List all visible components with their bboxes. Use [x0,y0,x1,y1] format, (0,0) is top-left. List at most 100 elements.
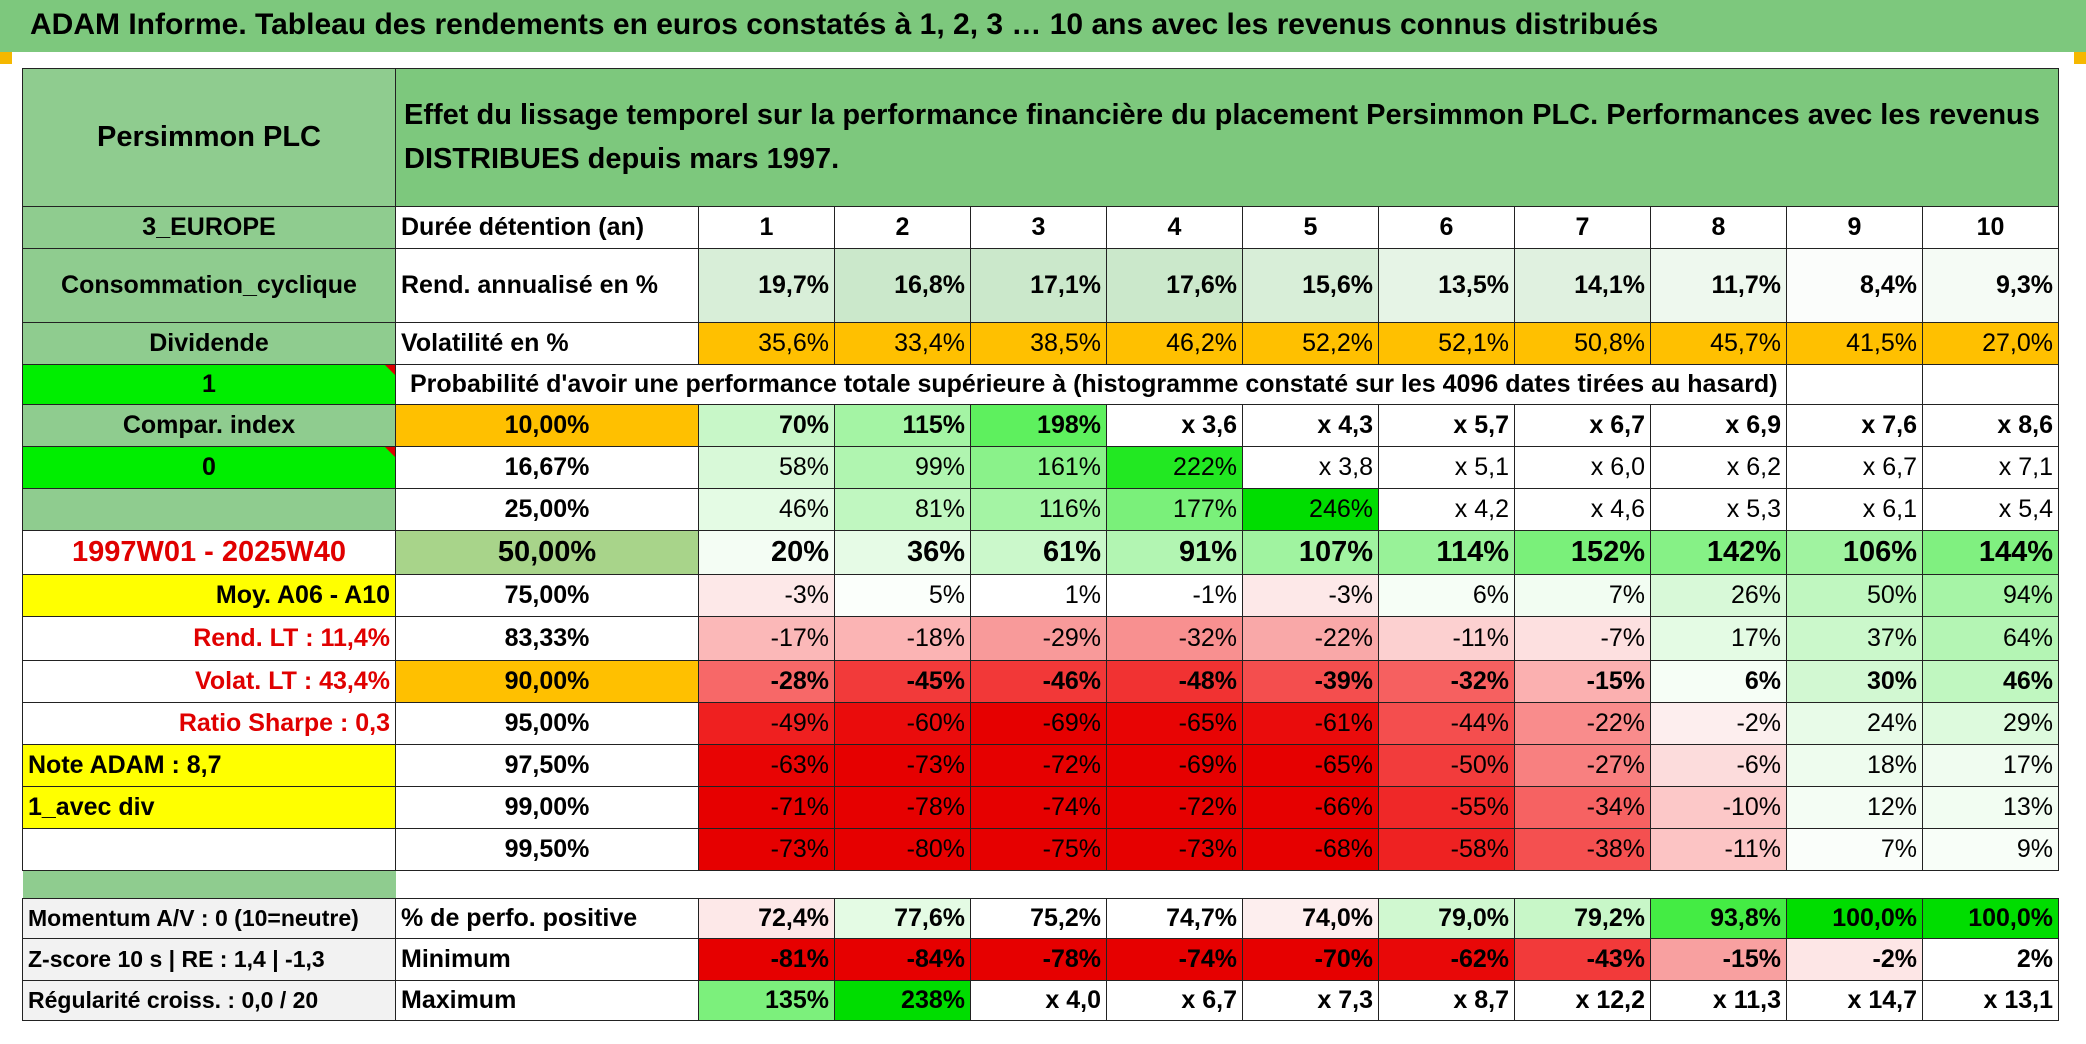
quantile-cell: 246% [1242,488,1379,531]
year-header: 9 [1786,206,1923,249]
quantile-cell: x 6,1 [1786,488,1923,531]
max-cell: x 14,7 [1786,980,1923,1021]
quantile-cell: -71% [698,786,835,829]
pos-cell: 74,0% [1242,898,1379,939]
vol-cell: 41,5% [1786,322,1923,365]
corner-marker [2074,52,2086,64]
probability-label: Probabilité d'avoir une performance tota… [395,364,1787,405]
performance-table: Persimmon PLC Effet du lissage temporel s… [22,68,2059,1021]
quantile-cell: 46% [698,488,835,531]
quantile-cell: -49% [698,702,835,745]
type-label: Dividende [22,322,396,365]
quantile-cell: -74% [970,786,1107,829]
blank-cell [22,488,396,531]
quantile-cell: x 4,6 [1514,488,1651,531]
quantile-cell: x 5,4 [1922,488,2059,531]
vol-cell: 35,6% [698,322,835,365]
quantile-cell: -73% [698,828,835,871]
quantile-cell: x 6,7 [1786,446,1923,489]
quantile-cell: 6% [1378,574,1515,617]
table-row: Régularité croiss. : 0,0 / 20 Maximum 135%… [22,980,2059,1021]
vol-cell: 38,5% [970,322,1107,365]
quantile-cell: -45% [834,660,971,703]
pos-cell: 75,2% [970,898,1107,939]
table-row: Rend. LT : 11,4% 83,33% -17% -18% -29% -32% -2… [22,616,2059,661]
max-cell: x 12,2 [1514,980,1651,1021]
description: Effet du lissage temporel sur la perform… [395,68,2059,207]
quantile-label: 50,00% [395,530,699,575]
quantile-cell: x 6,7 [1514,404,1651,447]
pos-cell: 77,6% [834,898,971,939]
quantile-cell: x 6,9 [1650,404,1787,447]
quantile-label: 16,67% [395,446,699,489]
quantile-cell: 99% [834,446,971,489]
empty-cell [1786,364,1923,405]
pos-cell: 100,0% [1922,898,2059,939]
quantile-cell: 61% [970,530,1107,575]
year-header: 8 [1650,206,1787,249]
note-adam: Note ADAM : 8,7 [22,744,396,787]
rend-cell: 19,7% [698,248,835,323]
quantile-cell: x 4,3 [1242,404,1379,447]
year-header: 2 [834,206,971,249]
page-title: ADAM Informe. Tableau des rendements en … [30,8,1659,41]
quantile-cell: -27% [1514,744,1651,787]
quantile-label: 99,50% [395,828,699,871]
quantile-cell: -7% [1514,616,1651,661]
quantile-cell: -55% [1378,786,1515,829]
pos-cell: 100,0% [1786,898,1923,939]
vol-cell: 46,2% [1106,322,1243,365]
quantile-cell: -1% [1106,574,1243,617]
table-row: 1_avec div 99,00% -71% -78% -74% -72% -66% -55%… [22,786,2059,829]
quantile-label: 95,00% [395,702,699,745]
separator-cell [22,870,396,899]
quantile-cell: 58% [698,446,835,489]
year-header: 4 [1106,206,1243,249]
min-cell: -15% [1650,938,1787,981]
vol-cell: 50,8% [1514,322,1651,365]
quantile-label: 75,00% [395,574,699,617]
min-cell: -2% [1786,938,1923,981]
quantile-cell: -60% [834,702,971,745]
min-cell: -62% [1378,938,1515,981]
quantile-cell: -32% [1106,616,1243,661]
table-row: Momentum A/V : 0 (10=neutre)% de perfo. … [22,898,2059,939]
quantile-cell: 1% [970,574,1107,617]
quantile-cell: -68% [1242,828,1379,871]
quantile-cell: -69% [970,702,1107,745]
quantile-cell: x 5,1 [1378,446,1515,489]
quantile-cell: -50% [1378,744,1515,787]
max-cell: 238% [834,980,971,1021]
sector-label: Consommation_cyclique [22,248,396,323]
year-header: 6 [1378,206,1515,249]
table-row: Consommation_cyclique Rend. annualisé en … [22,248,2059,323]
quantile-cell: 18% [1786,744,1923,787]
quantile-cell: -38% [1514,828,1651,871]
quantile-cell: -3% [1242,574,1379,617]
year-header: 7 [1514,206,1651,249]
quantile-cell: x 4,2 [1378,488,1515,531]
quantile-cell: 50% [1786,574,1923,617]
quantile-cell: 20% [698,530,835,575]
quantile-cell: 36% [834,530,971,575]
quantile-cell: -69% [1106,744,1243,787]
quantile-cell: -65% [1242,744,1379,787]
quantile-cell: x 6,2 [1650,446,1787,489]
quantile-cell: 17% [1922,744,2059,787]
table-row: Persimmon PLC Effet du lissage temporel s… [22,68,2059,207]
quantile-cell: -72% [970,744,1107,787]
quantile-cell: -10% [1650,786,1787,829]
quantile-cell: -78% [834,786,971,829]
quantile-cell: 144% [1922,530,2059,575]
year-header: 3 [970,206,1107,249]
rend-cell: 14,1% [1514,248,1651,323]
max-cell: x 11,3 [1650,980,1787,1021]
quantile-cell: -2% [1650,702,1787,745]
quantile-cell: -66% [1242,786,1379,829]
max-cell: x 8,7 [1378,980,1515,1021]
quantile-cell: 7% [1514,574,1651,617]
quantile-cell: 30% [1786,660,1923,703]
quantile-cell: 5% [834,574,971,617]
quantile-cell: -63% [698,744,835,787]
table-row: Z-score 10 s | RE : 1,4 | -1,3 Minimum -81… [22,938,2059,981]
